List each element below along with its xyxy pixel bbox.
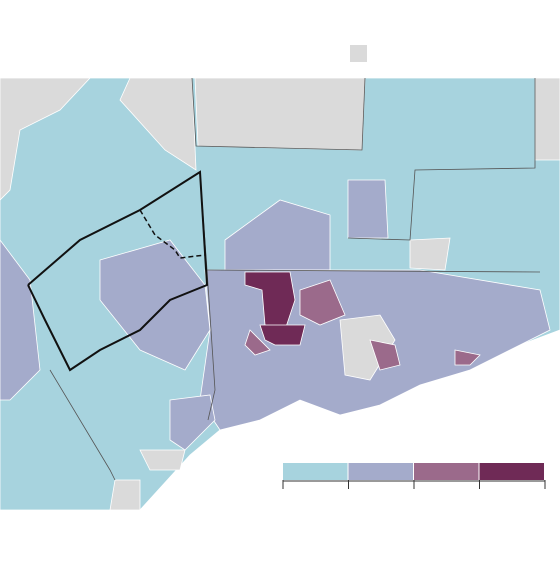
region xyxy=(0,239,41,401)
region xyxy=(99,239,211,371)
boundary xyxy=(347,78,536,241)
region-outline xyxy=(27,170,209,372)
region xyxy=(299,279,346,326)
legend-swatch xyxy=(348,463,413,480)
no-data-swatch xyxy=(350,45,367,62)
region xyxy=(139,449,186,471)
region xyxy=(169,394,216,451)
region xyxy=(0,77,91,201)
region-outline-dashed xyxy=(139,209,206,259)
legend xyxy=(282,463,546,489)
region xyxy=(409,237,451,271)
region xyxy=(194,77,366,151)
region xyxy=(109,479,141,511)
legend-swatch xyxy=(414,463,479,480)
region xyxy=(454,349,481,366)
legend-swatch xyxy=(283,463,348,480)
boundary xyxy=(49,369,116,481)
region xyxy=(534,77,560,161)
boundary xyxy=(191,77,366,151)
region xyxy=(244,329,271,356)
region xyxy=(119,77,197,171)
region xyxy=(347,179,389,239)
regions xyxy=(0,77,560,511)
legend-swatch xyxy=(479,463,544,480)
region xyxy=(369,339,401,371)
region xyxy=(259,324,306,346)
region xyxy=(224,199,331,271)
boundary xyxy=(206,269,541,273)
